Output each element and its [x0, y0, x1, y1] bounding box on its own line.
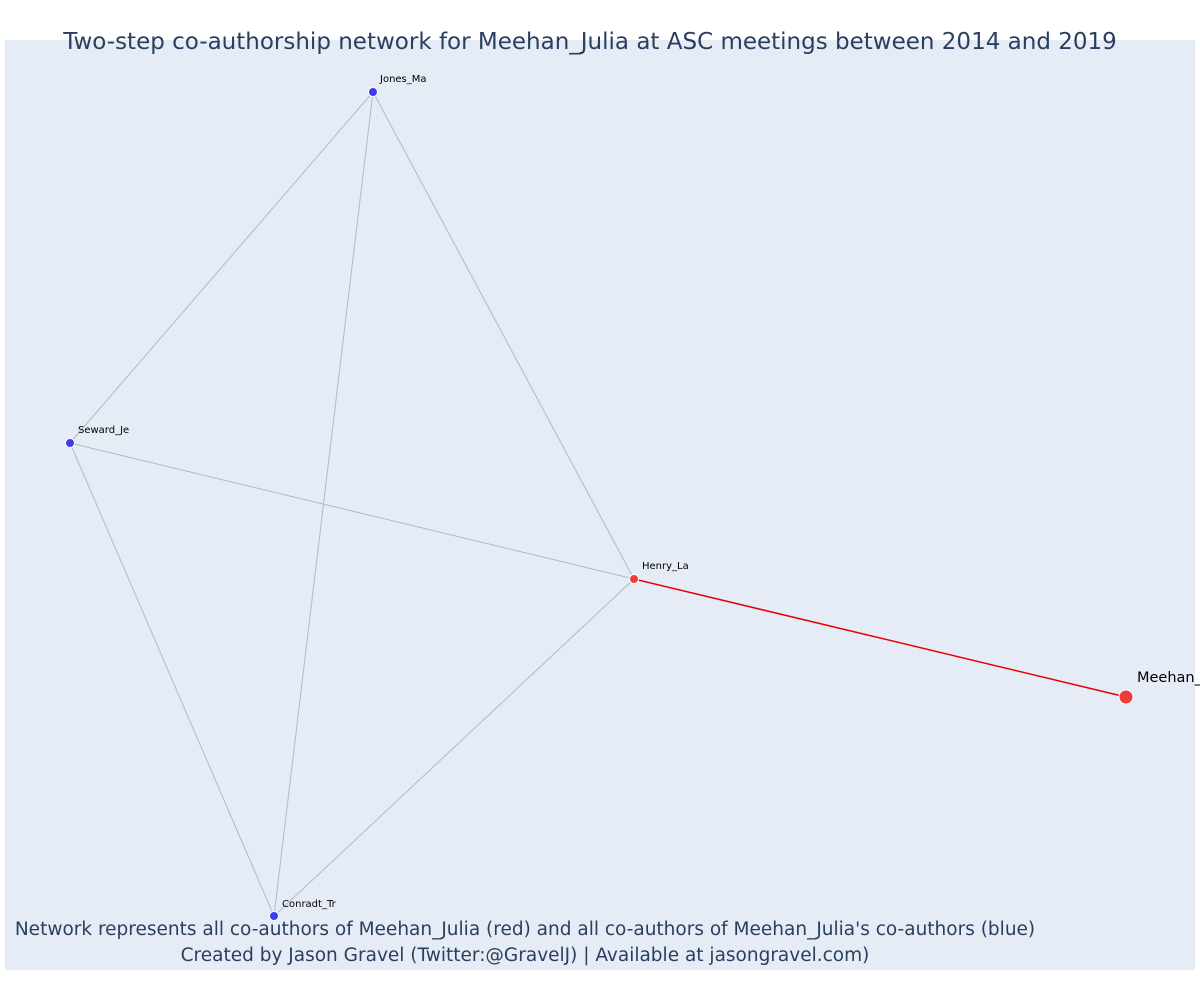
edge-Meehan-Henry_La [633, 578, 1127, 698]
nodes-layer [65, 87, 1134, 921]
edge-Jones_Ma-Seward_Je [69, 91, 374, 444]
edge-Henry_La-Conradt_Tr [273, 578, 635, 917]
node-Seward_Je[interactable] [65, 438, 75, 448]
caption-line-2: Created by Jason Gravel (Twitter:@Gravel… [180, 945, 870, 966]
chart-title: Two-step co-authorship network for Meeha… [63, 29, 1117, 55]
caption-line-1: Network represents all co-authors of Mee… [14, 919, 1036, 940]
labels-layer: Meehan_ Henry_La Jones_Ma Seward_Je Conradt_… [78, 74, 1200, 910]
node-label-Jones_Ma: Jones_Ma [379, 74, 427, 85]
node-Conradt_Tr[interactable] [269, 911, 279, 921]
edge-Seward_Je-Conradt_Tr [69, 442, 275, 917]
node-Jones_Ma[interactable] [368, 87, 378, 97]
node-label-Meehan: Meehan_ [1137, 670, 1200, 686]
node-Henry_La[interactable] [629, 574, 639, 584]
node-label-Henry_La: Henry_La [642, 561, 689, 572]
edge-Henry_La-Seward_Je [69, 442, 635, 580]
node-label-Seward_Je: Seward_Je [78, 425, 129, 436]
node-label-Conradt_Tr: Conradt_Tr [282, 899, 337, 910]
edges-layer [69, 91, 1127, 917]
edge-Henry_La-Jones_Ma [372, 91, 635, 580]
edge-Jones_Ma-Conradt_Tr [273, 91, 374, 917]
plot-area [5, 40, 1195, 970]
node-Meehan[interactable] [1118, 689, 1134, 705]
